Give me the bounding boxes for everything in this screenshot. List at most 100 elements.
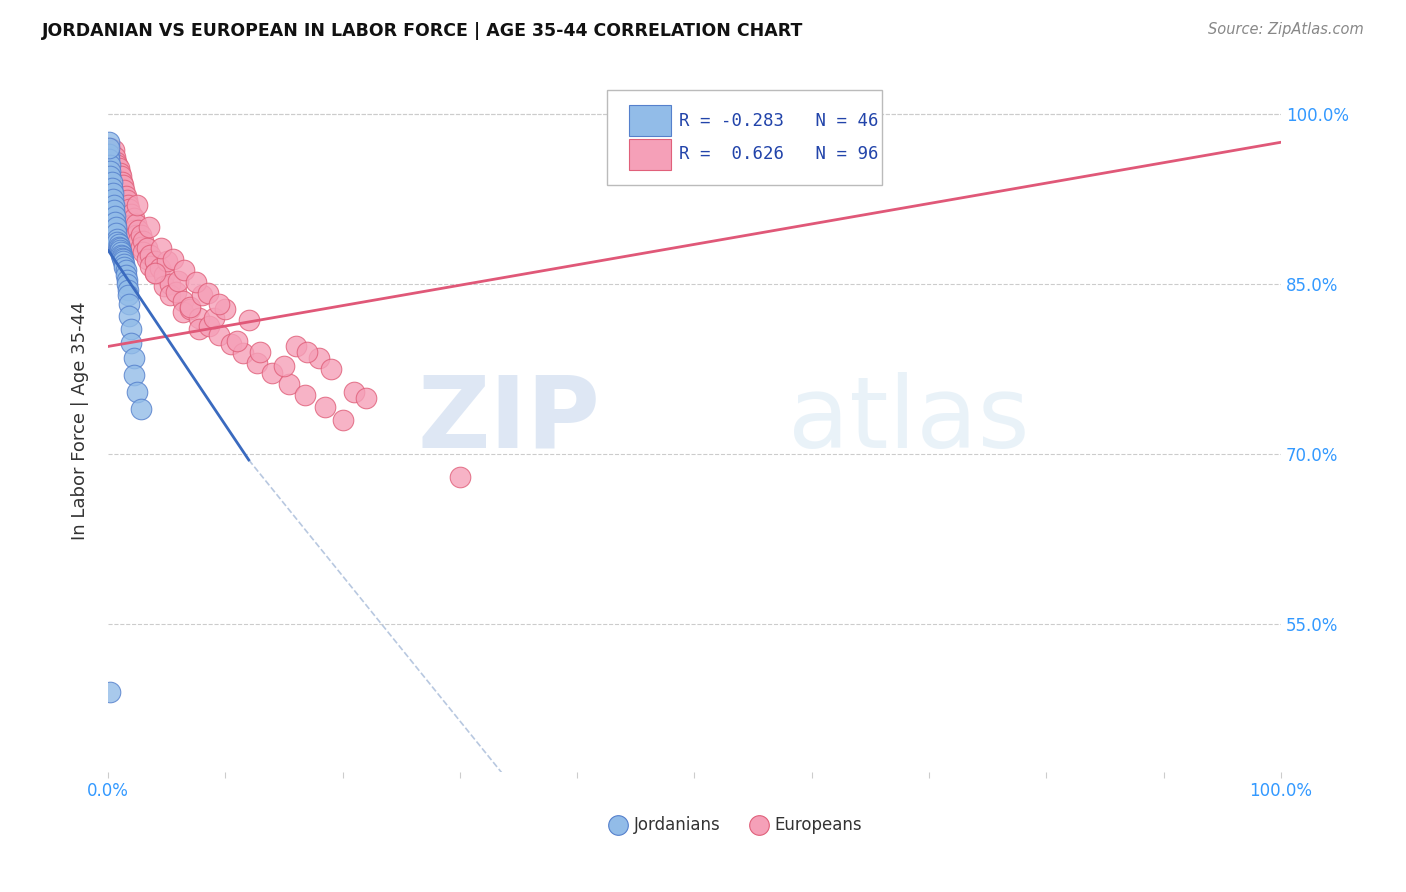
Point	[173, 263, 195, 277]
Point	[219, 337, 242, 351]
Point	[105, 235, 128, 249]
Point	[143, 266, 166, 280]
Point	[108, 178, 131, 192]
Point	[139, 259, 162, 273]
Point	[110, 169, 132, 184]
Point	[262, 366, 284, 380]
Point	[98, 169, 121, 184]
Point	[100, 180, 122, 194]
Text: atlas: atlas	[789, 372, 1031, 468]
Point	[117, 197, 139, 211]
Point	[100, 175, 122, 189]
Point	[135, 241, 157, 255]
Point	[449, 470, 471, 484]
Point	[162, 252, 184, 266]
Point	[165, 285, 187, 299]
Point	[135, 252, 157, 266]
Point	[149, 241, 172, 255]
Text: R =  0.626   N = 96: R = 0.626 N = 96	[679, 145, 879, 163]
Point	[284, 339, 307, 353]
Point	[127, 222, 149, 236]
Point	[110, 180, 132, 194]
Point	[114, 188, 136, 202]
Point	[232, 346, 254, 360]
Point	[98, 135, 121, 149]
Point	[115, 193, 138, 207]
Point	[108, 243, 131, 257]
Point	[107, 237, 129, 252]
Y-axis label: In Labor Force | Age 35-44: In Labor Force | Age 35-44	[72, 301, 89, 540]
Point	[208, 328, 231, 343]
Point	[103, 143, 125, 157]
Point	[120, 322, 142, 336]
Point	[159, 288, 181, 302]
Point	[167, 274, 190, 288]
Point	[111, 186, 134, 201]
Point	[226, 334, 249, 348]
Point	[125, 228, 148, 243]
Point	[153, 279, 176, 293]
Point	[277, 376, 299, 391]
Point	[100, 146, 122, 161]
Point	[127, 234, 149, 248]
Point	[105, 226, 128, 240]
Point	[297, 345, 319, 359]
Point	[105, 154, 128, 169]
Point	[127, 384, 149, 399]
Point	[107, 172, 129, 186]
Point	[179, 301, 201, 316]
Point	[98, 141, 121, 155]
Point	[111, 175, 134, 189]
Point	[332, 413, 354, 427]
Point	[112, 194, 135, 209]
Point	[112, 257, 135, 271]
Point	[115, 277, 138, 291]
Point	[125, 217, 148, 231]
Point	[98, 158, 121, 172]
Point	[117, 209, 139, 223]
Point	[129, 239, 152, 253]
Point	[188, 322, 211, 336]
Point	[184, 275, 207, 289]
Point	[188, 311, 211, 326]
Point	[105, 169, 128, 184]
FancyBboxPatch shape	[628, 139, 671, 169]
Point	[197, 286, 219, 301]
Point	[122, 368, 145, 382]
Point	[149, 261, 172, 276]
Point	[129, 401, 152, 416]
Point	[101, 192, 124, 206]
Point	[114, 268, 136, 282]
Point	[98, 685, 121, 699]
Text: Source: ZipAtlas.com: Source: ZipAtlas.com	[1208, 22, 1364, 37]
Point	[198, 319, 221, 334]
Point	[111, 251, 134, 265]
Text: Europeans: Europeans	[775, 815, 862, 834]
Point	[105, 166, 128, 180]
Point	[107, 239, 129, 253]
Point	[111, 249, 134, 263]
Point	[122, 222, 145, 236]
Point	[159, 277, 181, 291]
Point	[120, 218, 142, 232]
Point	[105, 158, 128, 172]
Point	[104, 150, 127, 164]
Point	[132, 234, 155, 248]
Point	[118, 297, 141, 311]
Point	[153, 268, 176, 282]
Point	[354, 391, 377, 405]
Point	[103, 203, 125, 218]
Point	[208, 297, 231, 311]
Point	[179, 300, 201, 314]
Point	[103, 197, 125, 211]
Point	[294, 388, 316, 402]
Point	[98, 141, 121, 155]
Point	[191, 288, 214, 302]
Point	[101, 186, 124, 201]
Point	[98, 163, 121, 178]
Point	[273, 359, 295, 373]
Point	[117, 288, 139, 302]
Point	[172, 305, 194, 319]
Point	[108, 241, 131, 255]
Point	[308, 351, 330, 365]
